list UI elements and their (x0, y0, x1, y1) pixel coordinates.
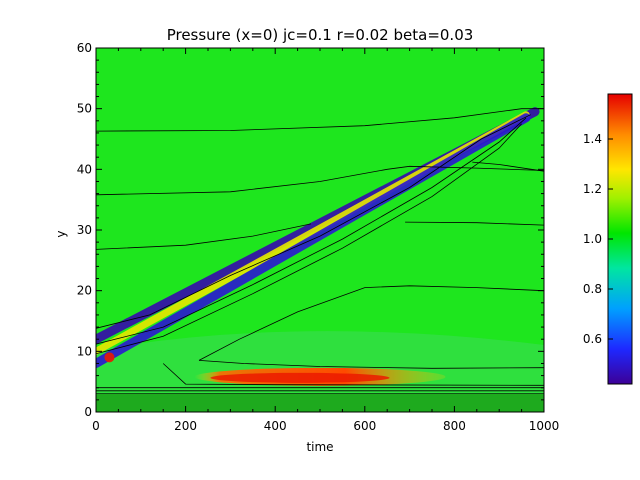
x-tick-label-3: 600 (353, 419, 376, 433)
contour-line-1 (96, 165, 544, 196)
x-axis: 0 200 400 600 800 1000 (92, 48, 559, 433)
contour-line-4 (472, 161, 544, 172)
x-tick-label-4: 800 (443, 419, 466, 433)
y-axis: 0 10 20 30 40 50 60 (77, 41, 544, 419)
contour-line-3 (405, 221, 544, 226)
x-axis-label: time (306, 440, 333, 454)
colorbar-tick-label-4: 1.4 (583, 132, 602, 146)
bottom-dense-contour-band (96, 394, 544, 412)
y-tick-label-5: 50 (77, 102, 92, 116)
contour-line-9 (96, 117, 527, 345)
heatmap-field (96, 48, 544, 412)
y-tick-label-0: 0 (84, 405, 92, 419)
colorbar-tick-label-3: 1.2 (583, 182, 602, 196)
contour-line-8 (96, 114, 531, 329)
contour-line-2 (96, 223, 312, 250)
x-tick-label-0: 0 (92, 419, 100, 433)
x-tick-label-5: 1000 (529, 419, 560, 433)
colorbar-axis: 0.6 0.8 1.0 1.2 1.4 (583, 132, 613, 346)
colorbar-tick-label-1: 0.8 (583, 282, 602, 296)
contour-line-10 (96, 123, 522, 355)
chart-title: Pressure (x=0) jc=0.1 r=0.02 beta=0.03 (167, 26, 474, 44)
y-axis-label: y (54, 230, 68, 237)
heatmap-features (96, 107, 540, 386)
contour-line-7 (162, 363, 544, 386)
contour-line-0 (96, 108, 544, 132)
x-tick-label-1: 200 (174, 419, 197, 433)
y-tick-label-2: 20 (77, 284, 92, 298)
feature-hot-band-core-3 (210, 372, 390, 383)
y-tick-label-6: 60 (77, 41, 92, 55)
colorbar-tick-label-0: 0.6 (583, 332, 602, 346)
y-tick-label-4: 40 (77, 162, 92, 176)
y-tick-label-1: 10 (77, 344, 92, 358)
contour-line-5 (198, 285, 544, 361)
feature-hot-spot-4 (104, 352, 115, 363)
feature-trough-2 (96, 113, 531, 368)
colorbar-tick-label-2: 1.0 (583, 232, 602, 246)
x-tick-label-2: 400 (264, 419, 287, 433)
y-tick-label-3: 30 (77, 223, 92, 237)
contour-line-6 (198, 360, 544, 369)
